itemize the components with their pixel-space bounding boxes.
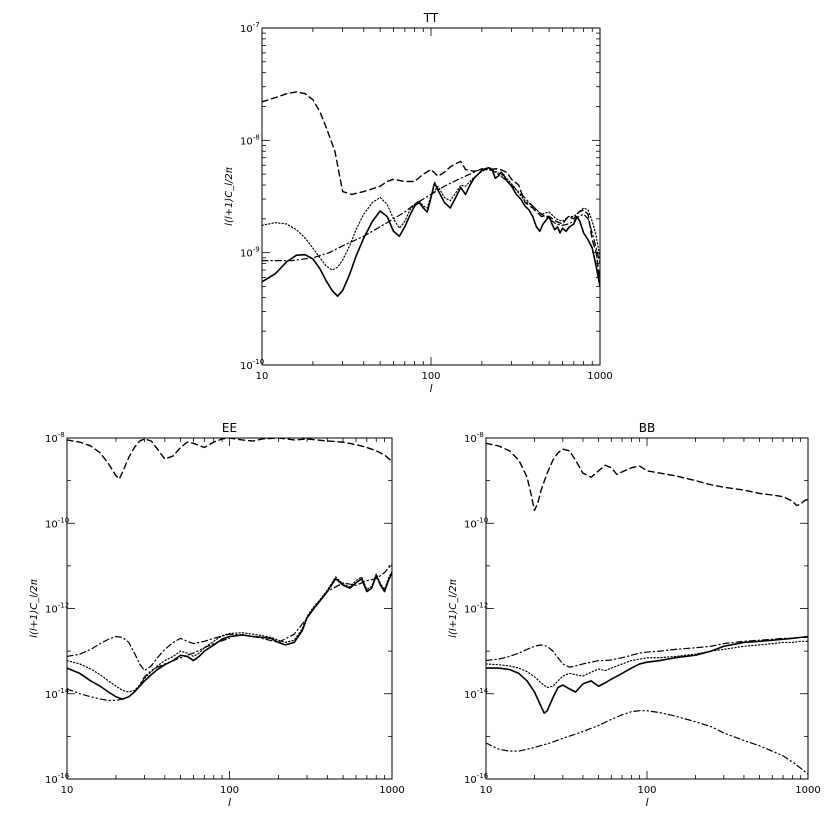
x-tick-label: 100 — [421, 371, 440, 382]
y-tick-base: 10 — [45, 519, 58, 530]
x-tick-label: 10 — [480, 785, 493, 796]
y-axis-label: l(l+1)C_l/2π — [448, 578, 459, 638]
x-axis-label: l — [429, 382, 432, 395]
series-line-dashdotdot — [486, 710, 808, 775]
y-axis-label: l(l+1)C_l/2π — [224, 166, 235, 226]
panel-title: EE — [222, 421, 237, 435]
y-tick-base: 10 — [240, 249, 253, 260]
series-line-solid — [262, 166, 600, 297]
y-tick-label: 10-7 — [240, 21, 260, 35]
y-tick-exponent: -12 — [58, 602, 69, 610]
series-line-dashed — [262, 91, 600, 283]
series-line-solid — [486, 635, 808, 714]
y-tick-base: 10 — [464, 605, 477, 616]
y-tick-base: 10 — [240, 24, 253, 35]
series-line-dotted — [67, 570, 392, 693]
y-tick-exponent: -8 — [58, 431, 65, 439]
y-tick-label: 10-14 — [45, 687, 70, 701]
series-line-dashdot — [486, 636, 808, 668]
plot-frame — [485, 437, 809, 780]
series-line-dashdot — [67, 563, 392, 672]
y-tick-exponent: -14 — [477, 687, 489, 695]
series-line-dotted — [262, 168, 600, 271]
series-line-dashdotdot — [67, 637, 231, 701]
plot-frame — [66, 437, 393, 780]
y-tick-label: 10-9 — [240, 246, 260, 260]
x-tick-label: 100 — [220, 785, 239, 796]
series-line-solid — [67, 571, 392, 700]
y-tick-label: 10-10 — [240, 358, 264, 372]
series-line-dashdot — [262, 168, 600, 265]
y-tick-label: 10-12 — [464, 602, 488, 616]
y-tick-base: 10 — [464, 519, 477, 530]
y-tick-label: 10-8 — [464, 431, 484, 445]
x-axis-label: l — [228, 796, 231, 809]
y-tick-label: 10-16 — [45, 772, 70, 786]
y-tick-label: 10-8 — [240, 133, 260, 147]
x-tick-label: 1000 — [379, 785, 404, 796]
y-tick-base: 10 — [464, 434, 477, 445]
y-tick-exponent: -8 — [477, 431, 484, 439]
series-line-dotted — [486, 640, 808, 689]
y-tick-label: 10-16 — [464, 772, 489, 786]
y-tick-exponent: -8 — [253, 133, 260, 141]
y-tick-base: 10 — [464, 690, 477, 701]
y-tick-exponent: -7 — [253, 21, 260, 29]
x-tick-label: 1000 — [587, 371, 612, 382]
y-tick-exponent: -9 — [253, 246, 260, 254]
series-line-dashed — [486, 442, 808, 512]
series-line-dashed — [67, 438, 392, 480]
x-axis-label: l — [645, 796, 648, 809]
y-tick-exponent: -14 — [58, 687, 70, 695]
x-tick-label: 100 — [637, 785, 656, 796]
y-tick-label: 10-14 — [464, 687, 489, 701]
y-tick-exponent: -10 — [58, 516, 69, 524]
y-tick-exponent: -10 — [253, 358, 264, 366]
y-tick-exponent: -10 — [477, 516, 488, 524]
y-tick-label: 10-10 — [45, 516, 69, 530]
y-tick-exponent: -12 — [477, 602, 488, 610]
y-tick-label: 10-10 — [464, 516, 488, 530]
y-tick-base: 10 — [45, 775, 58, 786]
y-tick-base: 10 — [240, 361, 253, 372]
y-tick-base: 10 — [240, 136, 253, 147]
y-tick-base: 10 — [45, 605, 58, 616]
y-tick-label: 10-8 — [45, 431, 65, 445]
y-tick-base: 10 — [45, 434, 58, 445]
panel-title: BB — [639, 421, 655, 435]
x-tick-label: 1000 — [795, 785, 820, 796]
y-tick-exponent: -16 — [477, 772, 489, 780]
x-tick-label: 10 — [61, 785, 74, 796]
y-tick-exponent: -16 — [58, 772, 70, 780]
y-tick-base: 10 — [45, 690, 58, 701]
y-tick-base: 10 — [464, 775, 477, 786]
y-tick-label: 10-12 — [45, 602, 69, 616]
x-tick-label: 10 — [256, 371, 269, 382]
y-axis-label: l(l+1)C_l/2π — [29, 578, 40, 638]
panel-title: TT — [423, 11, 439, 25]
